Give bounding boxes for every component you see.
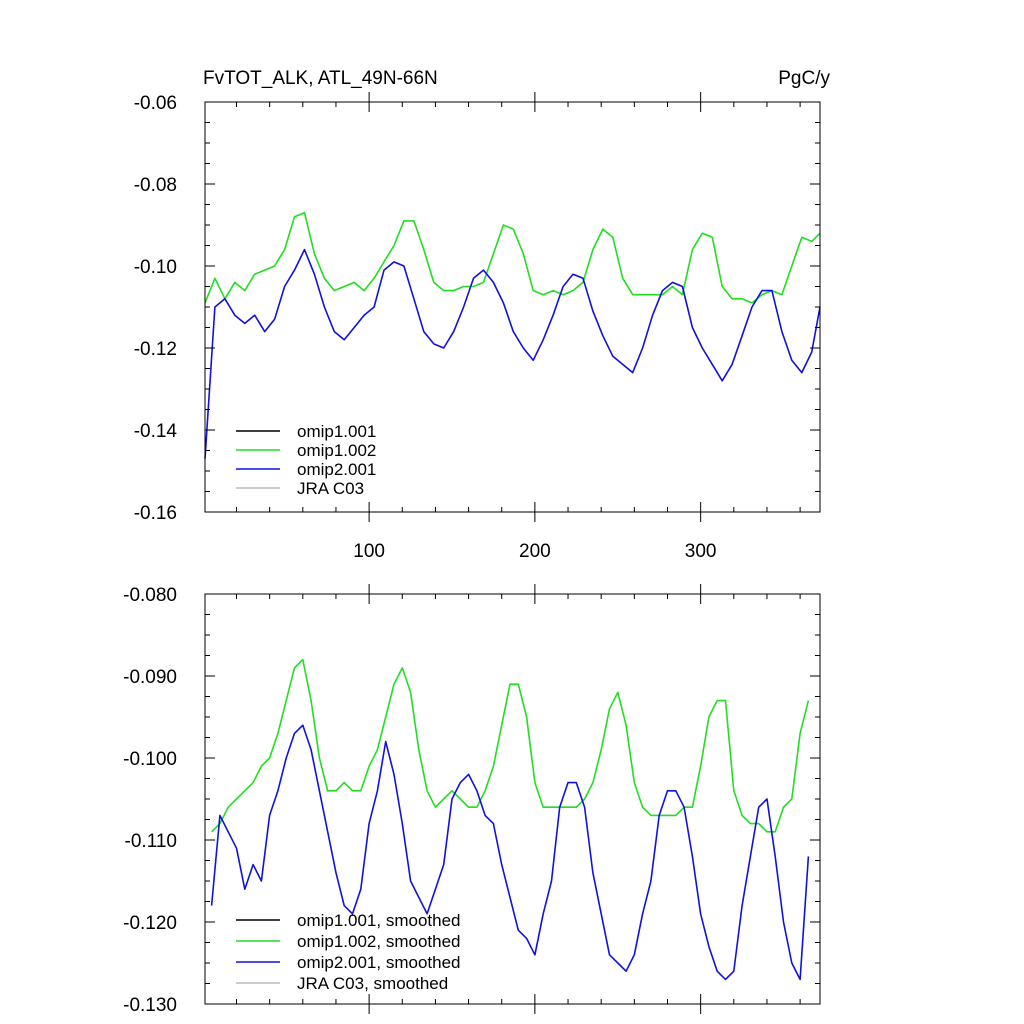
bottom-plot: -0.080 -0.090 -0.100 -0.110 -0.120 -0.130 omi… [123,584,821,1016]
top-series-line-2 [204,248,821,459]
top-legend-label-2: omip1.002 [297,441,376,460]
top-y-tick-label: -0.08 [134,175,177,196]
bottom-y-tick-label: -0.090 [123,667,177,688]
bottom-legend-label-3: omip2.001, smoothed [297,953,461,972]
top-plot-ticks: -0.06 -0.08 -0.10 -0.12 -0.14 -0.16 100 200 300 [134,92,821,562]
top-y-tick-label: -0.10 [134,257,177,278]
bottom-series-line-1 [211,658,810,833]
header-right-title: PgC/y [778,68,830,89]
top-y-tick-label: -0.14 [134,421,178,442]
top-y-tick-label: -0.06 [134,93,177,114]
top-y-tick-label: -0.12 [134,339,177,360]
bottom-y-tick-label: -0.080 [123,585,177,606]
bottom-y-tick-label: -0.120 [123,913,177,934]
bottom-y-tick-label: -0.100 [123,749,177,770]
bottom-plot-legend: omip1.001, smoothed omip1.002, smoothed om… [236,911,461,993]
top-series-line-1 [204,211,821,304]
bottom-plot-ticks: -0.080 -0.090 -0.100 -0.110 -0.120 -0.130 [123,584,821,1016]
top-x-tick-label: 200 [519,541,551,562]
top-legend-label-1: omip1.001 [297,422,376,441]
top-legend-label-4: JRA C03 [297,479,364,498]
top-x-tick-label: 300 [685,541,717,562]
bottom-y-tick-label: -0.130 [123,995,177,1016]
top-plot-series [204,211,821,459]
header-left-title: FvTOT_ALK, ATL_49N-66N [203,68,438,89]
top-x-tick-label: 100 [353,541,385,562]
bottom-plot-series [210,658,810,981]
bottom-legend-label-1: omip1.001, smoothed [297,911,461,930]
bottom-series-line-2 [210,724,810,981]
top-legend-label-3: omip2.001 [297,460,376,479]
bottom-legend-label-4: JRA C03, smoothed [297,974,448,993]
top-y-tick-label: -0.16 [134,503,177,524]
bottom-y-tick-label: -0.110 [125,831,177,852]
bottom-legend-label-2: omip1.002, smoothed [297,932,461,951]
